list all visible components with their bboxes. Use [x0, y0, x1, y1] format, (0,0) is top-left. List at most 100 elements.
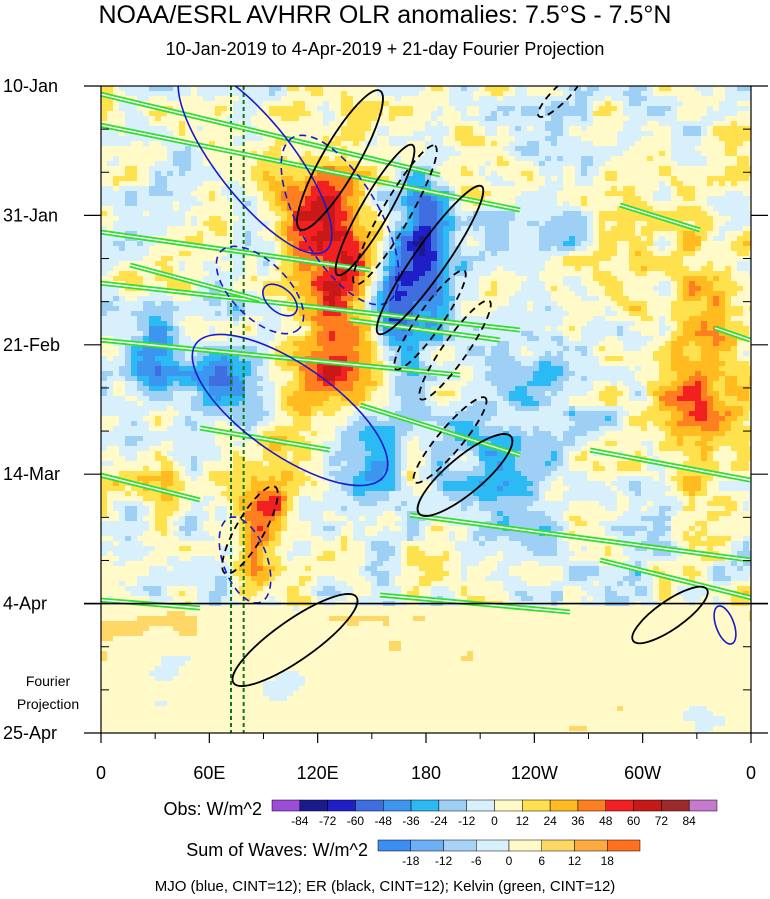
field-cell	[707, 256, 714, 262]
field-cell	[107, 271, 114, 277]
field-cell	[533, 96, 540, 102]
field-cell	[683, 141, 690, 147]
field-cell	[197, 226, 204, 232]
field-cell	[269, 271, 276, 277]
field-cell	[521, 106, 528, 112]
field-cell	[137, 116, 144, 122]
field-cell	[257, 191, 264, 197]
field-cell	[581, 291, 588, 297]
field-cell	[503, 296, 510, 302]
field-cell	[287, 156, 294, 162]
field-cell	[629, 126, 636, 132]
field-cell	[473, 311, 480, 317]
field-cell	[353, 141, 360, 147]
field-cell	[521, 176, 528, 182]
field-cell	[551, 301, 558, 307]
field-cell	[545, 151, 552, 157]
field-cell	[149, 291, 156, 297]
field-cell	[167, 191, 174, 197]
field-cell	[407, 116, 414, 122]
field-cell	[329, 96, 336, 102]
field-cell	[155, 91, 162, 97]
field-cell	[425, 261, 432, 267]
field-cell	[563, 246, 570, 252]
field-cell	[245, 191, 252, 197]
field-cell	[743, 96, 750, 102]
field-cell	[257, 306, 264, 312]
field-cell	[257, 226, 264, 232]
field-cell	[539, 276, 546, 282]
field-cell	[275, 146, 282, 152]
field-cell	[515, 306, 522, 312]
field-cell	[173, 171, 180, 177]
field-cell	[479, 256, 486, 262]
field-cell	[107, 311, 114, 317]
field-cell	[569, 296, 576, 302]
field-cell	[299, 296, 306, 302]
field-cell	[413, 271, 420, 277]
field-cell	[101, 211, 108, 217]
field-cell	[623, 106, 630, 112]
field-cell	[551, 286, 558, 292]
field-cell	[623, 226, 630, 232]
field-cell	[215, 311, 222, 317]
field-cell	[713, 266, 720, 272]
field-cell	[647, 126, 654, 132]
field-cell	[263, 226, 270, 232]
field-cell	[557, 276, 564, 282]
field-cell	[197, 166, 204, 172]
field-cell	[611, 196, 618, 202]
field-cell	[485, 301, 492, 307]
field-cell	[743, 261, 750, 267]
field-cell	[719, 156, 726, 162]
field-cell	[365, 131, 372, 137]
field-cell	[203, 266, 210, 272]
field-cell	[515, 221, 522, 227]
field-cell	[263, 171, 270, 177]
field-cell	[185, 271, 192, 277]
field-cell	[107, 186, 114, 192]
field-cell	[569, 291, 576, 297]
field-cell	[719, 171, 726, 177]
field-cell	[503, 116, 510, 122]
field-cell	[701, 271, 708, 277]
field-cell	[353, 196, 360, 202]
field-cell	[365, 296, 372, 302]
field-cell	[449, 121, 456, 127]
field-cell	[125, 296, 132, 302]
field-cell	[731, 306, 738, 312]
field-cell	[113, 301, 120, 307]
field-cell	[287, 226, 294, 232]
field-cell	[287, 106, 294, 112]
field-cell	[707, 271, 714, 277]
field-cell	[695, 86, 702, 92]
field-cell	[221, 266, 228, 272]
field-cell	[581, 171, 588, 177]
field-cell	[749, 96, 751, 102]
field-cell	[341, 226, 348, 232]
field-cell	[641, 121, 648, 127]
field-cell	[653, 111, 660, 117]
field-cell	[575, 96, 582, 102]
field-cell	[413, 291, 420, 297]
field-cell	[311, 96, 318, 102]
field-cell	[575, 101, 582, 107]
field-cell	[419, 286, 426, 292]
field-cell	[635, 251, 642, 257]
field-cell	[233, 286, 240, 292]
field-cell	[437, 236, 444, 242]
field-cell	[641, 201, 648, 207]
field-cell	[113, 101, 120, 107]
field-cell	[323, 171, 330, 177]
field-cell	[125, 136, 132, 142]
field-cell	[515, 151, 522, 157]
field-cell	[113, 166, 120, 172]
field-cell	[353, 246, 360, 252]
field-cell	[509, 261, 516, 267]
field-cell	[581, 186, 588, 192]
field-cell	[365, 96, 372, 102]
field-cell	[485, 221, 492, 227]
field-cell	[533, 266, 540, 272]
field-cell	[263, 101, 270, 107]
field-cell	[593, 246, 600, 252]
